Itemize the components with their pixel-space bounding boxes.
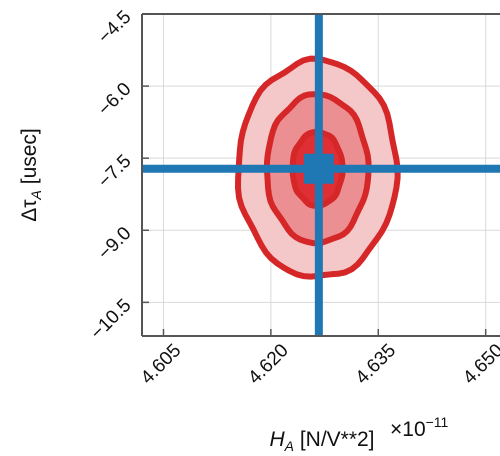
y-tick-label-0: −4.5 [94, 7, 135, 48]
y-axis-label-subscript: A [28, 190, 44, 200]
truth-marker [142, 14, 500, 336]
y-axis-ticks: −4.5 −6.0 −7.5 −9.0 −10.5 [87, 7, 149, 344]
x-tick-label-2: 4.635 [352, 340, 400, 388]
x-tick-label-0: 4.605 [137, 340, 185, 388]
y-axis-label-units: [usec] [18, 128, 41, 190]
y-axis-label: ΔτA [usec] [18, 128, 44, 222]
x-axis-label-subscript: A [284, 438, 294, 454]
y-axis-label-prefix: Δτ [18, 199, 41, 222]
truth-point [303, 153, 334, 184]
y-tick-label-1: −6.0 [94, 79, 135, 120]
x-tick-label-3: 4.650 [459, 340, 500, 388]
y-tick-label-4: −10.5 [87, 295, 136, 344]
x-multiplier-exponent: −11 [426, 414, 449, 430]
x-axis-label-units: [N/V**2] [294, 428, 375, 451]
axes [141, 13, 500, 337]
x-axis-ticks: 4.605 4.620 4.635 4.650 [137, 329, 500, 389]
x-axis-label-main: H [269, 428, 285, 451]
x-multiplier-base: ×10 [390, 418, 426, 441]
x-tick-label-1: 4.620 [244, 340, 292, 388]
y-tick-label-3: −9.0 [94, 223, 135, 264]
x-axis-label: HA [N/V**2] [269, 428, 374, 454]
y-tick-label-2: −7.5 [94, 151, 135, 192]
x-axis-multiplier: ×10−11 [390, 414, 449, 441]
